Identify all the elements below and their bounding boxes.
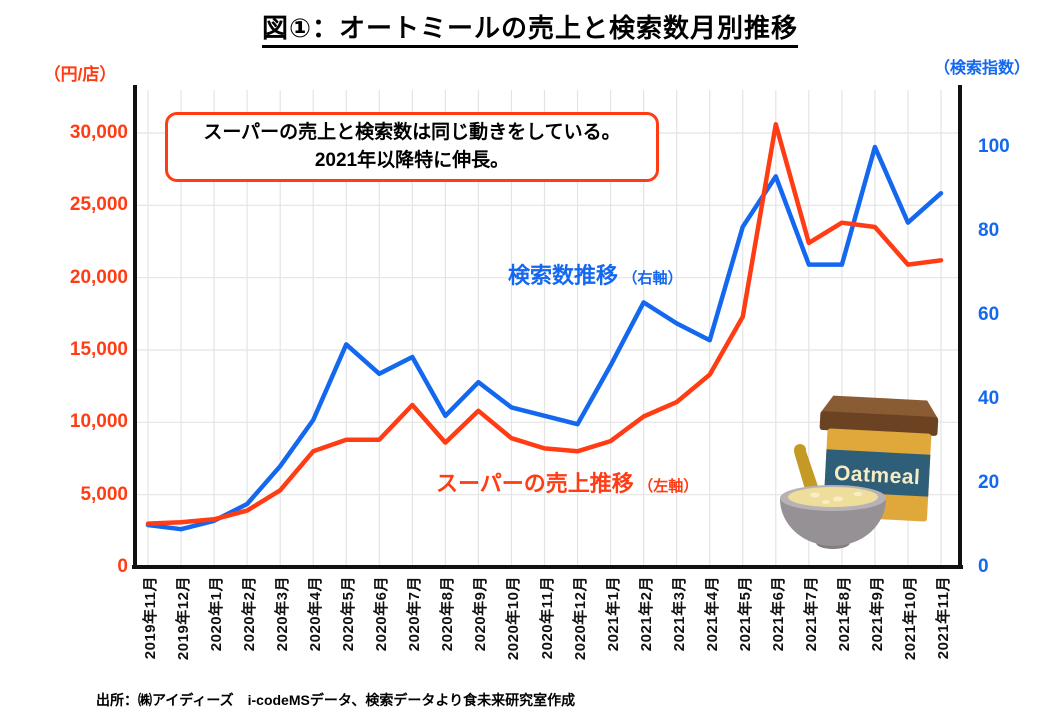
left-axis-unit-label: （円/店） (43, 65, 117, 84)
oat-fleck (853, 491, 863, 497)
series-label-search-name: 検索数推移 (508, 263, 619, 288)
x-axis-label: 2020年10月 (505, 576, 523, 661)
x-axis-label: 2020年12月 (571, 576, 589, 661)
oat-fleck (822, 500, 830, 504)
x-axis-label: 2020年11月 (538, 576, 556, 660)
source-note: 出所：㈱アイディーズ i-codeMSデータ、検索データより食未来研究室作成 (96, 692, 576, 708)
right-axis-unit-label: （検索指数） (933, 60, 1030, 77)
series-label-search-axis-note: （右軸） (622, 270, 683, 287)
right-axis-tick: 40 (978, 388, 1000, 409)
oat-fleck (833, 496, 843, 502)
left-axis-tick: 30,000 (69, 122, 128, 143)
series-label-sales-name: スーパーの売上推移 (436, 471, 634, 496)
annotation-line-1: スーパーの売上と検索数は同じ動きをしている。 (203, 121, 621, 143)
x-axis-label: 2019年12月 (175, 576, 193, 661)
annotation-box: スーパーの売上と検索数は同じ動きをしている。 2021年以降特に伸長。 (165, 112, 659, 182)
x-axis-label: 2021年6月 (769, 576, 787, 652)
x-axis-label: 2021年9月 (868, 576, 886, 652)
oatmeal-box-label-band (824, 449, 931, 497)
oatmeal-contents (788, 487, 878, 507)
left-axis-tick: 0 (117, 556, 128, 577)
x-axis-label: 2021年5月 (736, 576, 754, 652)
left-axis-tick: 15,000 (69, 339, 128, 360)
oatmeal-bowl (780, 444, 886, 549)
x-axis-label: 2020年6月 (373, 576, 391, 652)
spoon-handle-tip (794, 444, 806, 456)
x-axis-label: 2020年4月 (307, 576, 325, 652)
annotation-line-2: 2021年以降特に伸長。 (314, 150, 510, 171)
x-axis-label: 2020年3月 (274, 576, 292, 652)
series-label-sales: スーパーの売上推移 （左軸） (436, 466, 698, 498)
series-label-search: 検索数推移 （右軸） (508, 258, 682, 290)
x-axis-label: 2020年7月 (406, 576, 424, 652)
x-axis-label: 2021年4月 (703, 576, 721, 652)
x-axis-label: 2021年8月 (835, 576, 853, 652)
right-axis-tick: 100 (978, 136, 1010, 157)
x-axis-label: 2020年8月 (439, 576, 457, 652)
left-axis-tick: 10,000 (69, 411, 128, 433)
right-axis-tick: 80 (978, 220, 1000, 241)
right-axis-tick: 20 (978, 472, 1000, 493)
oat-fleck (810, 492, 820, 498)
page-title: 図①：オートミールの売上と検索数月別推移 (20, 8, 1040, 48)
x-axis-label: 2021年2月 (637, 576, 655, 652)
search-index-line (145, 144, 944, 532)
right-axis-tick: 60 (978, 304, 1000, 325)
x-axis-label: 2020年9月 (472, 576, 490, 652)
x-axis-label: 2021年3月 (670, 576, 688, 652)
left-axis-tick: 5,000 (80, 483, 128, 505)
right-axis-tick: 0 (978, 556, 989, 577)
series-label-sales-axis-note: （左軸） (638, 478, 699, 495)
oatmeal-box-label-text: Oatmeal (833, 462, 920, 489)
bowl-body (780, 499, 886, 546)
x-axis-label: 2019年11月 (142, 576, 159, 660)
sales-line (145, 122, 944, 526)
x-axis-label: 2020年5月 (340, 576, 358, 652)
x-axis-label: 2020年1月 (208, 576, 226, 652)
x-axis-label: 2021年11月 (935, 576, 952, 660)
x-axis-label: 2021年1月 (604, 576, 622, 652)
x-axis-label: 2020年2月 (241, 576, 259, 652)
page-title-text: 図①：オートミールの売上と検索数月別推移 (261, 13, 798, 48)
x-axis-label: 2021年10月 (901, 576, 919, 661)
left-axis-tick: 25,000 (69, 194, 128, 216)
x-axis-label: 2021年7月 (802, 576, 820, 652)
left-axis-tick: 20,000 (69, 266, 128, 288)
